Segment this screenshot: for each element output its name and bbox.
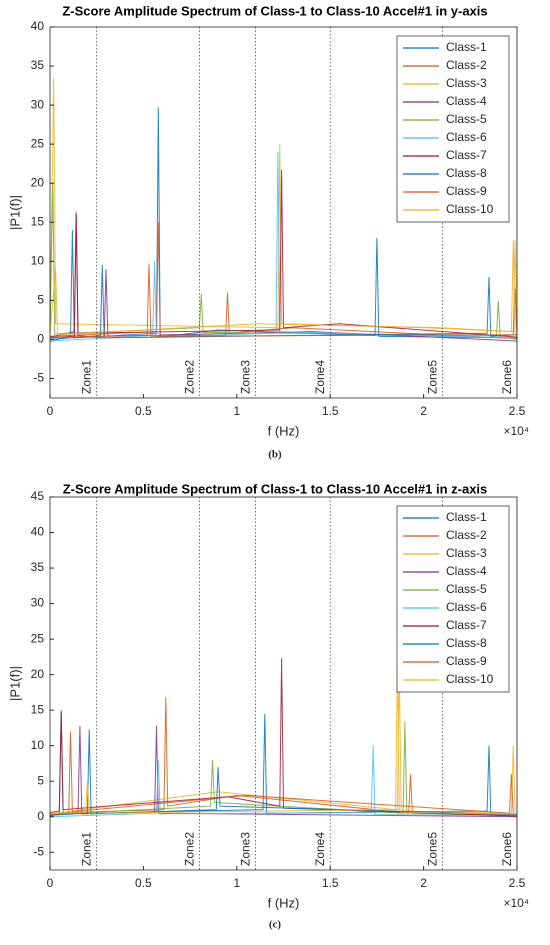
chart-title: Z-Score Amplitude Spectrum of Class-1 to…: [63, 481, 488, 496]
zone-label: Zone3: [238, 832, 252, 866]
series-line: [49, 745, 518, 818]
y-axis-label: |P1(f)|: [7, 666, 22, 701]
axes-box: [49, 26, 518, 399]
zone-label: Zone5: [425, 832, 439, 866]
y-tick-label: 20: [31, 175, 45, 189]
series-line: [49, 697, 518, 816]
legend-label: Class-5: [446, 112, 487, 126]
y-tick-label: 5: [37, 293, 44, 307]
series-line: [49, 731, 518, 817]
x-tick-label: 0: [47, 404, 54, 418]
legend-label: Class-9: [446, 654, 487, 668]
y-tick-label: 20: [31, 667, 45, 681]
zone-label: Zone2: [182, 832, 196, 866]
y-tick-label: 30: [31, 596, 45, 610]
y-tick-label: 35: [31, 58, 45, 72]
x-axis-label: f (Hz): [268, 895, 300, 910]
zone-label: Zone6: [500, 360, 514, 394]
x-tick-label: 0.5: [135, 876, 152, 890]
zone-label: Zone5: [425, 360, 439, 394]
y-tick-label: 40: [31, 525, 45, 539]
x-exponent: ×10⁴: [503, 896, 529, 910]
zone-label: Zone3: [238, 360, 252, 394]
x-axis-label: f (Hz): [268, 423, 300, 438]
legend-label: Class-4: [446, 94, 487, 108]
y-tick-label: 25: [31, 631, 45, 645]
legend-label: Class-3: [446, 546, 487, 560]
legend-label: Class-2: [446, 528, 487, 542]
legend-label: Class-7: [446, 618, 487, 632]
x-tick-label: 2.5: [509, 404, 526, 418]
legend-label: Class-1: [446, 510, 487, 524]
x-tick-label: 2: [420, 876, 427, 890]
zone-label: Zone1: [80, 832, 94, 866]
axes-box: [49, 496, 518, 871]
legend-label: Class-6: [446, 600, 487, 614]
chart: Z-Score Amplitude Spectrum of Class-1 to…: [7, 3, 529, 460]
legend-label: Class-1: [446, 40, 487, 54]
y-tick-label: 40: [31, 19, 45, 33]
series-line: [49, 183, 518, 340]
x-tick-label: 1: [233, 876, 240, 890]
legend-label: Class-3: [446, 76, 487, 90]
x-tick-label: 1.5: [322, 876, 339, 890]
legend-label: Class-4: [446, 564, 487, 578]
x-tick-label: 2.5: [509, 876, 526, 890]
legend-label: Class-7: [446, 148, 487, 162]
legend-box: [396, 35, 510, 223]
legend-label: Class-10: [446, 672, 494, 686]
x-tick-label: 1.5: [322, 404, 339, 418]
chart-title: Z-Score Amplitude Spectrum of Class-1 to…: [62, 3, 487, 18]
y-tick-label: 0: [37, 809, 44, 823]
series-line: [49, 667, 518, 815]
legend-label: Class-8: [446, 166, 487, 180]
series-line: [49, 151, 518, 342]
series-line: [49, 263, 518, 338]
y-tick-label: 15: [31, 214, 45, 228]
y-tick-label: 15: [31, 702, 45, 716]
series-line: [49, 729, 518, 816]
legend-label: Class-9: [446, 184, 487, 198]
series-line: [49, 107, 518, 343]
caption: (c): [269, 919, 282, 931]
y-tick-label: 5: [37, 773, 44, 787]
zone-label: Zone1: [80, 360, 94, 394]
zone-label: Zone6: [500, 832, 514, 866]
y-tick-label: 25: [31, 136, 45, 150]
x-tick-label: 1: [233, 404, 240, 418]
zone-label: Zone4: [313, 360, 327, 394]
x-exponent: ×10⁴: [503, 424, 529, 438]
zone-label: Zone4: [313, 832, 327, 866]
legend-label: Class-10: [446, 202, 494, 216]
x-tick-label: 2: [420, 404, 427, 418]
legend-label: Class-2: [446, 58, 487, 72]
y-tick-label: 45: [31, 489, 45, 503]
caption: (b): [268, 449, 282, 461]
legend-label: Class-6: [446, 130, 487, 144]
y-tick-label: 30: [31, 97, 45, 111]
y-tick-label: -5: [33, 371, 44, 385]
y-tick-label: 35: [31, 560, 45, 574]
legend-label: Class-8: [446, 636, 487, 650]
series-line: [49, 240, 518, 338]
chart: Z-Score Amplitude Spectrum of Class-1 to…: [7, 481, 529, 930]
zone-label: Zone2: [182, 360, 196, 394]
x-tick-label: 0: [47, 876, 54, 890]
y-tick-label: -5: [33, 844, 44, 858]
y-tick-label: 10: [31, 253, 45, 267]
y-tick-label: 10: [31, 738, 45, 752]
legend-box: [396, 505, 510, 693]
y-axis-label: |P1(f)|: [7, 195, 22, 230]
x-tick-label: 0.5: [135, 404, 152, 418]
legend-label: Class-5: [446, 582, 487, 596]
y-tick-label: 0: [37, 332, 44, 346]
